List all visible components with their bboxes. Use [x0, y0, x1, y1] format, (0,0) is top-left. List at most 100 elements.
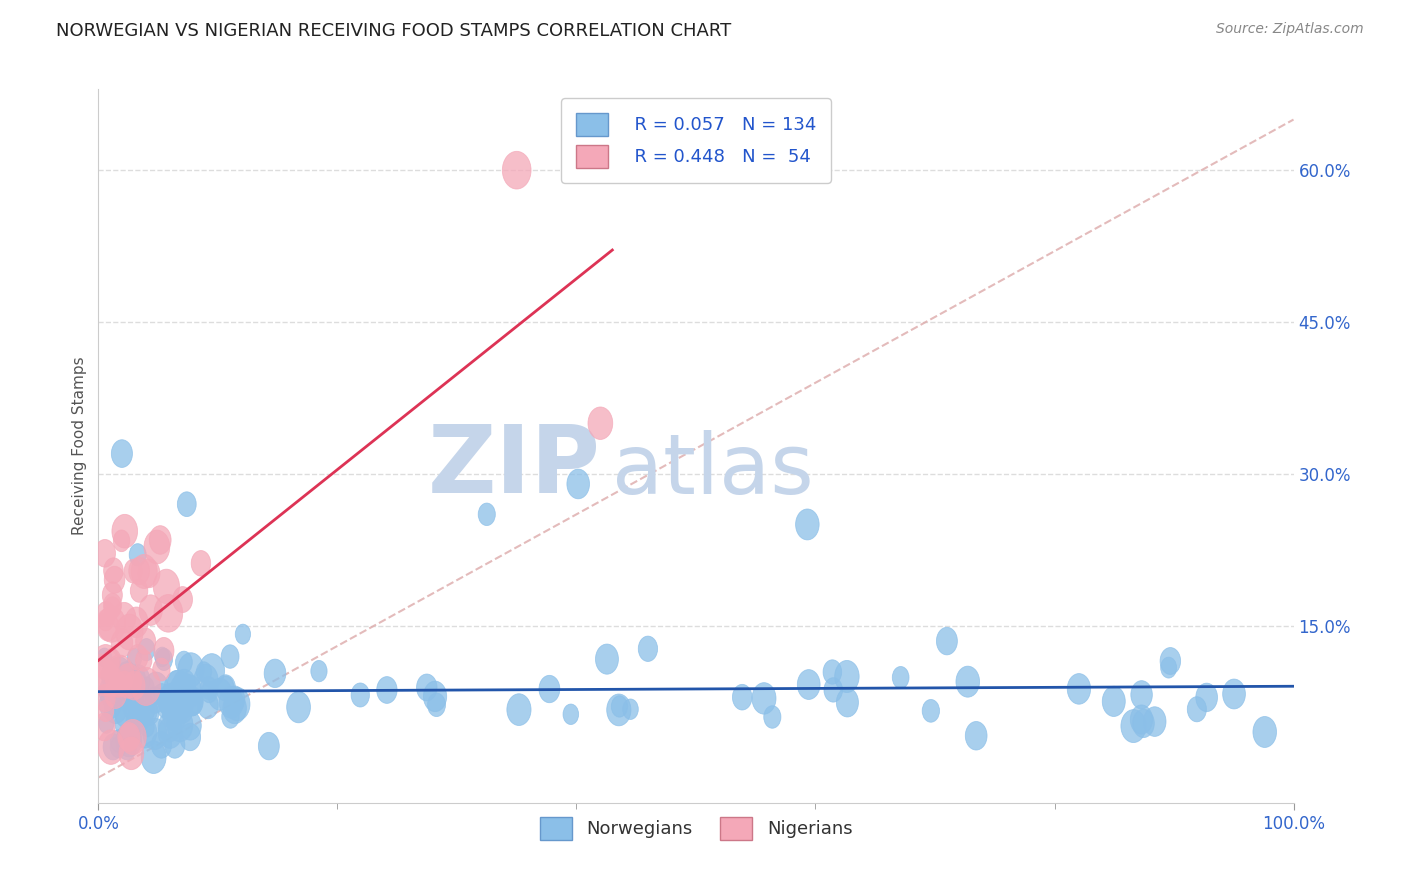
Ellipse shape [612, 696, 627, 717]
Ellipse shape [104, 597, 121, 619]
Ellipse shape [128, 644, 148, 670]
Ellipse shape [120, 665, 136, 687]
Ellipse shape [824, 678, 842, 702]
Ellipse shape [153, 683, 170, 705]
Ellipse shape [132, 716, 156, 748]
Ellipse shape [153, 569, 180, 604]
Ellipse shape [139, 595, 162, 625]
Ellipse shape [145, 687, 166, 714]
Ellipse shape [416, 674, 437, 701]
Ellipse shape [377, 677, 396, 704]
Legend: Norwegians, Nigerians: Norwegians, Nigerians [533, 810, 859, 847]
Ellipse shape [98, 665, 122, 697]
Ellipse shape [153, 658, 170, 681]
Ellipse shape [508, 694, 531, 725]
Ellipse shape [129, 691, 155, 725]
Ellipse shape [115, 698, 138, 728]
Ellipse shape [235, 624, 250, 644]
Ellipse shape [104, 593, 121, 617]
Ellipse shape [114, 530, 129, 551]
Ellipse shape [264, 659, 285, 688]
Ellipse shape [156, 694, 176, 719]
Ellipse shape [129, 705, 149, 731]
Ellipse shape [138, 639, 155, 661]
Ellipse shape [94, 540, 115, 567]
Ellipse shape [219, 687, 243, 718]
Ellipse shape [218, 676, 233, 697]
Ellipse shape [194, 665, 218, 696]
Ellipse shape [103, 582, 122, 608]
Ellipse shape [922, 699, 939, 723]
Ellipse shape [115, 664, 142, 698]
Ellipse shape [103, 648, 121, 672]
Ellipse shape [129, 558, 149, 584]
Ellipse shape [115, 614, 143, 650]
Ellipse shape [225, 688, 250, 721]
Ellipse shape [502, 152, 531, 189]
Ellipse shape [97, 700, 114, 722]
Ellipse shape [97, 648, 111, 667]
Ellipse shape [111, 440, 132, 467]
Ellipse shape [127, 687, 143, 710]
Ellipse shape [596, 644, 619, 674]
Ellipse shape [201, 681, 218, 703]
Ellipse shape [159, 712, 181, 742]
Ellipse shape [311, 660, 328, 681]
Ellipse shape [538, 675, 560, 703]
Ellipse shape [124, 697, 141, 720]
Ellipse shape [97, 601, 115, 626]
Ellipse shape [623, 699, 638, 720]
Ellipse shape [173, 669, 195, 698]
Ellipse shape [124, 559, 142, 583]
Ellipse shape [139, 677, 155, 698]
Ellipse shape [157, 683, 184, 718]
Ellipse shape [131, 667, 160, 706]
Ellipse shape [165, 732, 184, 758]
Ellipse shape [155, 594, 183, 632]
Ellipse shape [94, 684, 115, 712]
Ellipse shape [117, 734, 136, 760]
Ellipse shape [165, 671, 190, 705]
Ellipse shape [956, 666, 980, 698]
Ellipse shape [221, 645, 239, 668]
Ellipse shape [127, 648, 142, 667]
Ellipse shape [1223, 679, 1246, 709]
Ellipse shape [180, 689, 201, 715]
Ellipse shape [179, 653, 204, 687]
Y-axis label: Receiving Food Stamps: Receiving Food Stamps [72, 357, 87, 535]
Ellipse shape [835, 660, 859, 692]
Ellipse shape [478, 503, 495, 525]
Ellipse shape [143, 672, 169, 704]
Ellipse shape [1130, 705, 1153, 734]
Ellipse shape [159, 694, 174, 714]
Ellipse shape [155, 647, 170, 666]
Ellipse shape [1143, 706, 1166, 737]
Ellipse shape [173, 698, 193, 723]
Ellipse shape [94, 713, 115, 741]
Ellipse shape [129, 543, 146, 566]
Ellipse shape [191, 550, 211, 576]
Ellipse shape [167, 671, 187, 697]
Ellipse shape [100, 675, 125, 708]
Ellipse shape [138, 559, 160, 588]
Ellipse shape [162, 683, 183, 710]
Ellipse shape [1187, 697, 1206, 722]
Ellipse shape [112, 602, 136, 633]
Ellipse shape [153, 638, 174, 664]
Ellipse shape [100, 690, 121, 719]
Ellipse shape [1102, 686, 1125, 716]
Ellipse shape [98, 714, 114, 733]
Ellipse shape [562, 704, 579, 724]
Ellipse shape [163, 698, 187, 731]
Ellipse shape [287, 691, 311, 723]
Ellipse shape [93, 654, 110, 676]
Ellipse shape [118, 723, 139, 751]
Ellipse shape [98, 730, 124, 764]
Ellipse shape [120, 719, 146, 755]
Ellipse shape [567, 469, 589, 499]
Ellipse shape [607, 694, 631, 726]
Ellipse shape [156, 648, 173, 671]
Text: atlas: atlas [613, 431, 814, 511]
Ellipse shape [752, 682, 776, 714]
Ellipse shape [1197, 683, 1218, 712]
